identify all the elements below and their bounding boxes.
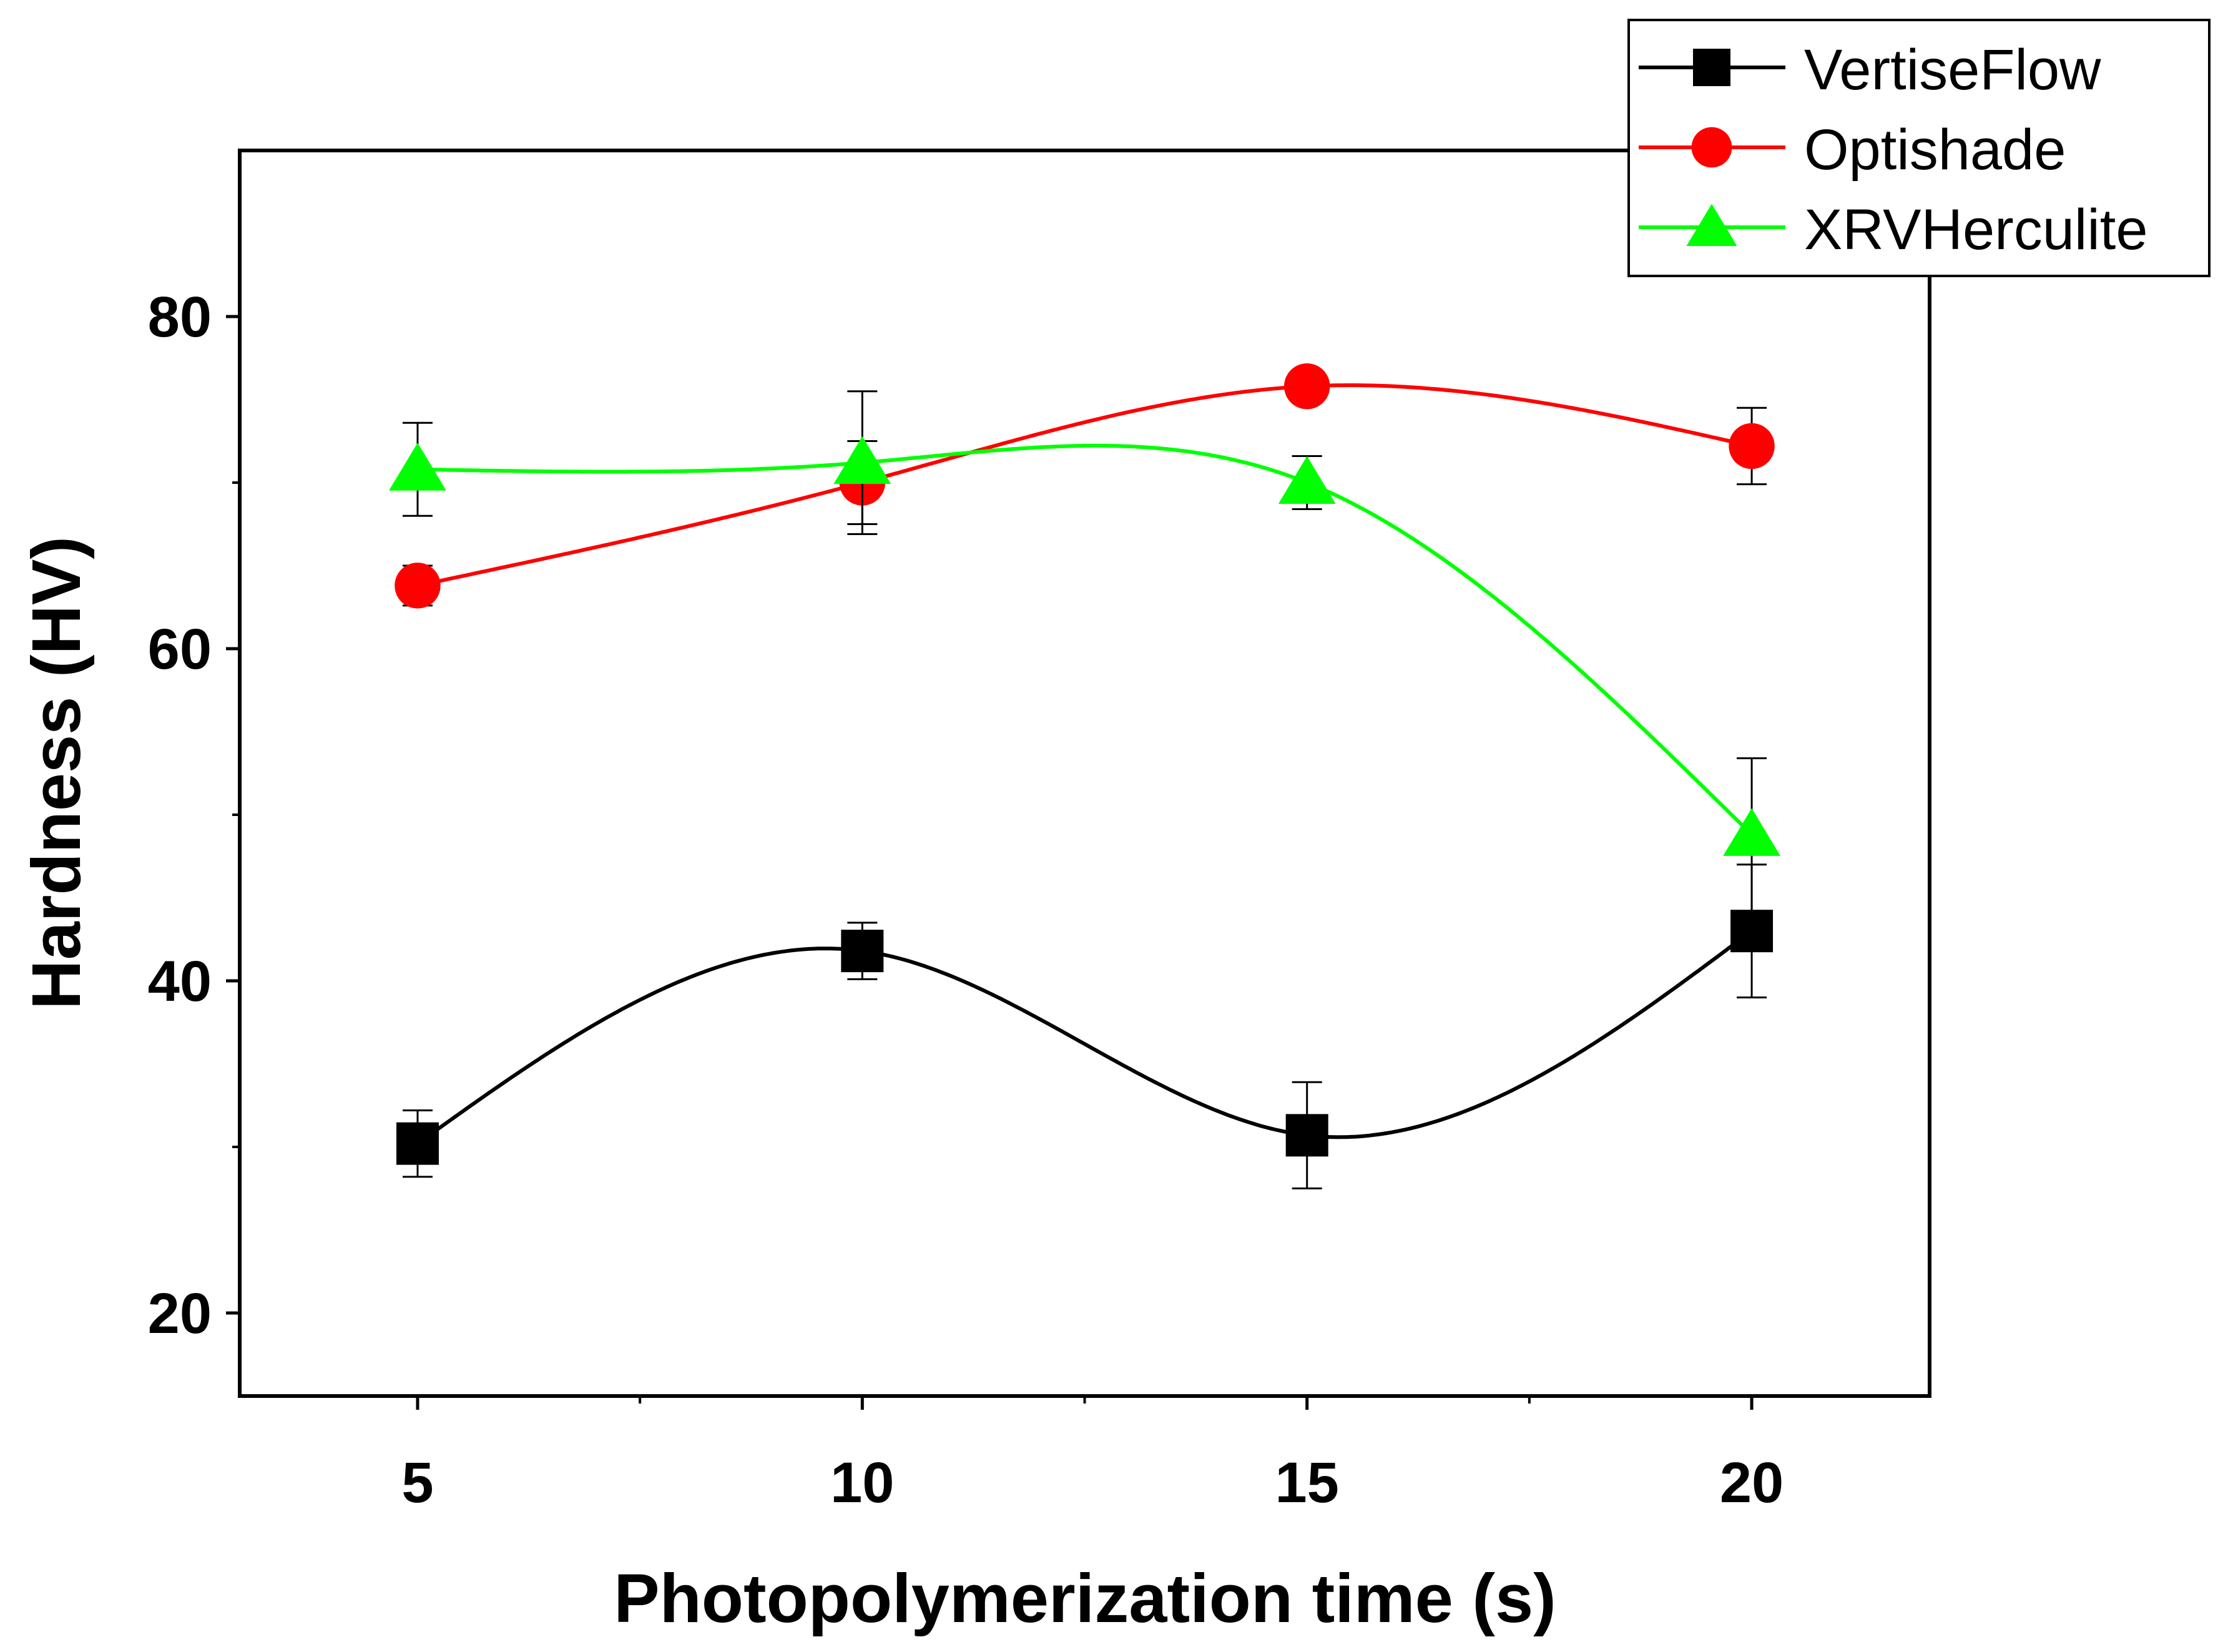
data-point [1729,423,1775,470]
y-tick-label: 20 [148,1282,212,1345]
y-tick-label: 80 [148,285,212,349]
legend-label-optishade: Optishade [1804,118,2066,182]
series-line [417,383,1752,588]
legend-label-xrvherculite: XRVHerculite [1804,198,2148,262]
y-axis-title: Hardness (HV) [18,536,95,1010]
axes-layer: 5 10 15 20 20 40 60 80 [148,285,1784,1515]
data-point [395,563,441,609]
data-point [396,1122,439,1165]
series-line [416,929,1753,1146]
legend-entries [1639,49,1785,246]
series-xrvherculite [389,390,1780,912]
x-tick-label: 10 [830,1451,894,1515]
y-tick-label: 40 [148,950,212,1013]
legend-marker [1691,127,1732,168]
data-point [1283,363,1330,410]
series-line [417,443,1754,837]
x-tick-label: 5 [401,1451,433,1515]
series-vertiseflow [396,863,1774,1189]
plot-frame [238,149,1931,1398]
data-point [833,436,891,484]
legend-marker [1693,49,1730,86]
data-point [1278,456,1336,504]
legend-label-vertiseflow: VertiseFlow [1804,38,2101,102]
x-tick-label: 15 [1275,1451,1339,1515]
legend: VertiseFlow Optishade XRVHerculite [1627,19,2211,277]
data-point [1285,1114,1328,1157]
x-tick-label: 20 [1720,1451,1784,1515]
data-point [389,443,446,491]
x-axis-title: Photopolymerization time (s) [614,1560,1556,1637]
data-point [1723,808,1780,856]
series-layer [389,363,1780,1189]
legend-marker [1686,204,1737,246]
y-tick-label: 60 [148,617,212,681]
data-point [841,930,884,973]
data-point [1730,910,1774,953]
series-optishade [395,363,1775,609]
